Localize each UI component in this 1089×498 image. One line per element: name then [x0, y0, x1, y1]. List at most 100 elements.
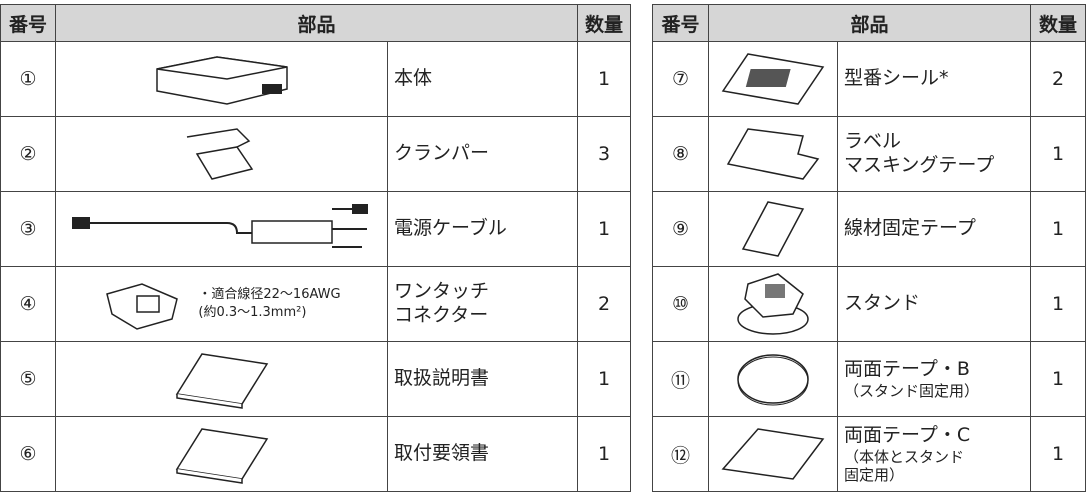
part-name: 型番シール* [837, 41, 1031, 117]
part-quantity: 1 [1030, 341, 1086, 417]
parts-table: 番号 部品 数量 ⑦ 型番シール* 2 ⑧ ラベル マスキングテープ 1 ⑨ 線材固定テープ 1 ⑩ スタン… [652, 4, 1086, 492]
part-illustration [723, 128, 823, 180]
part-quantity: 1 [577, 416, 631, 492]
part-quantity: 2 [1030, 41, 1086, 117]
part-name: 本体 [387, 41, 578, 117]
part-image-cell [55, 191, 388, 267]
name-line: スタンド [844, 292, 921, 315]
name-line: 両面テープ・C [844, 424, 971, 447]
part-quantity: 1 [1030, 266, 1086, 342]
part-quantity: 1 [1030, 116, 1086, 192]
part-illustration [718, 53, 828, 105]
part-quantity: 1 [1030, 191, 1086, 267]
part-image-cell [55, 116, 388, 192]
part-illustration [738, 201, 808, 257]
part-number: ② [0, 116, 56, 192]
part-row: ⑧ ラベル マスキングテープ 1 [652, 116, 1086, 192]
part-row: ③ 電源ケーブル 1 [0, 191, 631, 267]
header-cell: 部品 [55, 4, 578, 42]
part-image-cell [708, 341, 838, 417]
note-line: ・適合線径22～16AWG [198, 287, 341, 303]
part-row: ② クランパー 3 [0, 116, 631, 192]
name-line: ラベル [844, 130, 902, 153]
note-line: (約0.3～1.3mm²) [198, 305, 307, 320]
header-cell: 番号 [652, 4, 709, 42]
part-quantity: 1 [577, 341, 631, 417]
header-cell: 番号 [0, 4, 56, 42]
part-illustration [172, 428, 272, 484]
part-number: ⑤ [0, 341, 56, 417]
name-line: マスキングテープ [844, 154, 995, 176]
part-name: スタンド [837, 266, 1031, 342]
part-number: ⑫ [652, 416, 709, 492]
part-image-cell: ・適合線径22～16AWG (約0.3～1.3mm²) [55, 266, 388, 342]
part-quantity: 1 [577, 191, 631, 267]
header-cell: 部品 [708, 4, 1031, 42]
part-image-cell [708, 41, 838, 117]
name-line: 本体 [394, 67, 433, 90]
part-number: ③ [0, 191, 56, 267]
part-row: ⑨ 線材固定テープ 1 [652, 191, 1086, 267]
part-quantity: 3 [577, 116, 631, 192]
part-row: ⑪ 両面テープ・B （スタンド固定用） 1 [652, 341, 1086, 417]
sub-line: （本体とスタンド [844, 447, 965, 466]
part-illustration [172, 353, 272, 409]
parts-table: 番号 部品 数量 ① 本体 1 ② クランパー 3 ③ 電源ケーブル 1 ④ ・適合線径22～16AWG(… [0, 4, 631, 492]
name-line: 取付要領書 [394, 442, 490, 465]
name-line: コネクター [394, 304, 489, 326]
part-image-cell [55, 341, 388, 417]
name-line: 型番シール* [844, 67, 949, 90]
part-name: 取付要領書 [387, 416, 578, 492]
part-number: ⑧ [652, 116, 709, 192]
header-row: 番号 部品 数量 [0, 4, 631, 42]
part-image-cell [708, 191, 838, 267]
sub-line: 固定用） [844, 465, 905, 484]
part-illustration [733, 273, 813, 335]
part-name: 取扱説明書 [387, 341, 578, 417]
name-line: ワンタッチ [394, 280, 490, 303]
header-row: 番号 部品 数量 [652, 4, 1086, 42]
part-name: 両面テープ・B （スタンド固定用） [837, 341, 1031, 417]
part-illustration [147, 56, 297, 105]
part-image-cell [708, 416, 838, 492]
part-number: ① [0, 41, 56, 117]
sub-line: （スタンド固定用） [844, 381, 980, 400]
part-name: 両面テープ・C （本体とスタンド 固定用） [837, 416, 1031, 492]
part-name: クランパー [387, 116, 578, 192]
part-illustration [67, 204, 377, 248]
part-row: ⑥ 取付要領書 1 [0, 416, 631, 492]
part-number: ⑩ [652, 266, 709, 342]
name-line: 線材固定テープ [844, 217, 976, 240]
part-image-cell [708, 266, 838, 342]
part-row: ④ ・適合線径22～16AWG (約0.3～1.3mm²) ワンタッチ コネクター 2 [0, 266, 631, 342]
part-number: ④ [0, 266, 56, 342]
part-row: ① 本体 1 [0, 41, 631, 117]
part-note: ・適合線径22～16AWG (約0.3～1.3mm²) [198, 286, 340, 321]
part-number: ⑦ [652, 41, 709, 117]
part-number: ⑨ [652, 191, 709, 267]
part-illustration [177, 128, 267, 180]
part-row: ⑦ 型番シール* 2 [652, 41, 1086, 117]
part-illustration [102, 283, 192, 330]
name-line: 両面テープ・B [844, 358, 970, 381]
part-illustration [718, 428, 828, 480]
part-quantity: 1 [577, 41, 631, 117]
header-cell: 数量 [1030, 4, 1086, 42]
part-image-cell [708, 116, 838, 192]
part-quantity: 1 [1030, 416, 1086, 492]
part-quantity: 2 [577, 266, 631, 342]
part-illustration [733, 354, 813, 406]
part-image-cell [55, 416, 388, 492]
part-row: ⑫ 両面テープ・C （本体とスタンド 固定用） 1 [652, 416, 1086, 492]
header-cell: 数量 [577, 4, 631, 42]
part-name: 電源ケーブル [387, 191, 578, 267]
name-line: 電源ケーブル [394, 217, 507, 240]
part-name: ワンタッチ コネクター [387, 266, 578, 342]
part-number: ⑪ [652, 341, 709, 417]
part-number: ⑥ [0, 416, 56, 492]
part-image-cell [55, 41, 388, 117]
part-name: ラベル マスキングテープ [837, 116, 1031, 192]
part-row: ⑤ 取扱説明書 1 [0, 341, 631, 417]
part-row: ⑩ スタンド 1 [652, 266, 1086, 342]
